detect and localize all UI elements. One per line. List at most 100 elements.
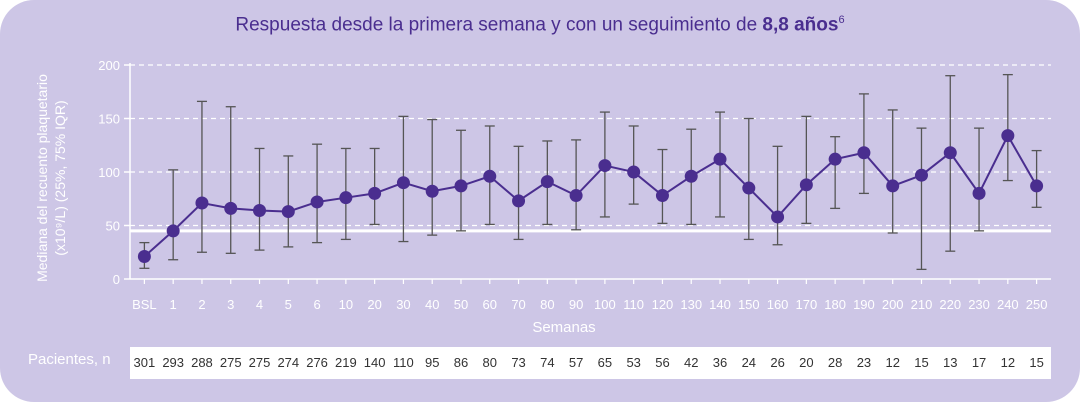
patients-table-row: 301 293 288 275 275 274 276 219 140 110 95 86 80 73 74… (130, 347, 1051, 379)
tick-labels: 0 50 100 150 200 BSL 1 2 3 4 5 6 10 20 30 40 50 60 70 80 90 1… (98, 58, 1047, 312)
x-tick-label: 190 (853, 297, 875, 312)
patient-count-cell: 26 (770, 355, 785, 370)
data-point (598, 159, 612, 173)
x-tick-label: 60 (483, 297, 497, 312)
patient-count-cell: 36 (712, 355, 728, 370)
x-tick-label: 220 (939, 297, 961, 312)
patient-count-cell: 20 (799, 355, 814, 370)
x-tick-label: 180 (824, 297, 846, 312)
y-tick-label: 100 (98, 165, 120, 180)
x-tick-label: 80 (540, 297, 554, 312)
patient-count-cell: 73 (511, 355, 526, 370)
x-axis-title: Semanas (532, 319, 595, 336)
x-tick-label: 200 (882, 297, 904, 312)
patient-count-cell: 74 (540, 355, 555, 370)
chart-title-superscript: 6 (838, 14, 845, 26)
x-tick-label: 250 (1026, 297, 1048, 312)
x-tick-label: 4 (256, 297, 263, 312)
x-tick-label: 10 (339, 297, 353, 312)
data-point (281, 205, 295, 219)
data-point (713, 152, 727, 166)
data-points (137, 129, 1044, 264)
patient-count-cell: 110 (393, 355, 414, 370)
data-point (1030, 179, 1044, 193)
patient-count-cell: 95 (424, 355, 440, 370)
data-point (483, 169, 497, 183)
data-point (454, 179, 468, 193)
data-point (742, 181, 756, 195)
data-point (655, 189, 669, 203)
x-tick-label: 5 (285, 297, 292, 312)
y-axis-title-line2: (x10⁹/L) (25%, 75% IQR) (52, 100, 68, 255)
chart-title: Respuesta desde la primera semana y con … (0, 14, 1080, 36)
patient-count-cell: 86 (453, 355, 469, 370)
y-axis-title-line1: Mediana del recuento plaquetario (34, 74, 50, 282)
patient-count-cell: 24 (741, 355, 757, 370)
x-tick-label: 6 (313, 297, 320, 312)
data-point (828, 152, 842, 166)
x-tick-label: 30 (396, 297, 410, 312)
patient-count-cell: 57 (568, 355, 584, 370)
data-point (339, 191, 353, 205)
patient-count-cell: 23 (856, 355, 872, 370)
x-tick-label: 110 (623, 297, 644, 312)
patient-count-cell: 80 (482, 355, 497, 370)
data-point (224, 201, 238, 215)
data-point (857, 146, 871, 160)
data-point (310, 195, 324, 209)
patient-count-cell: 56 (655, 355, 670, 370)
x-tick-label: 100 (594, 297, 616, 312)
data-point (195, 196, 209, 210)
data-point (540, 175, 554, 189)
patient-count-cell: 17 (971, 355, 987, 370)
data-point (137, 250, 151, 264)
x-tick-label: 140 (709, 297, 731, 312)
axes (124, 63, 1051, 284)
x-tick-label: 1 (170, 297, 177, 312)
data-point (512, 194, 526, 208)
patient-count-cell: 219 (335, 355, 357, 370)
patient-count-cell: 275 (219, 355, 242, 370)
data-point (253, 204, 267, 218)
patient-count-cell: 301 (133, 355, 156, 370)
median-line (143, 133, 1038, 258)
x-tick-label: 3 (227, 297, 234, 312)
data-point (396, 176, 410, 190)
patient-count-cell: 28 (827, 355, 843, 370)
patient-count-cell: 15 (914, 355, 929, 370)
series-line (143, 133, 1038, 258)
patient-count-cell: 65 (597, 355, 613, 370)
y-tick-label: 150 (98, 112, 120, 127)
patient-count-cell: 140 (363, 355, 386, 370)
patient-count-cell: 12 (885, 355, 900, 370)
data-point (368, 186, 382, 200)
patient-count-cell: 53 (626, 355, 641, 370)
x-tick-label: BSL (132, 297, 157, 312)
data-point (914, 168, 928, 182)
y-tick-label: 50 (106, 219, 120, 234)
x-tick-label: 2 (198, 297, 205, 312)
x-tick-label: 90 (569, 297, 583, 312)
patient-count-cell: 276 (306, 355, 328, 370)
x-tick-label: 120 (652, 297, 674, 312)
x-tick-label: 130 (680, 297, 702, 312)
data-point (1001, 129, 1015, 143)
x-tick-label: 230 (968, 297, 990, 312)
data-point (425, 184, 439, 198)
x-tick-label: 240 (997, 297, 1019, 312)
x-tick-label: 160 (767, 297, 789, 312)
grid-lines (130, 64, 1051, 233)
data-point (771, 210, 785, 224)
x-tick-label: 20 (367, 297, 381, 312)
error-bars (139, 73, 1042, 271)
x-tick-label: 150 (738, 297, 760, 312)
data-point (166, 224, 180, 238)
data-point (684, 169, 698, 183)
x-tick-label: 40 (425, 297, 439, 312)
chart-title-text: Respuesta desde la primera semana y con … (235, 14, 763, 36)
data-point (943, 146, 957, 160)
x-tick-label: 170 (796, 297, 818, 312)
patient-count-cell: 12 (1000, 355, 1016, 370)
